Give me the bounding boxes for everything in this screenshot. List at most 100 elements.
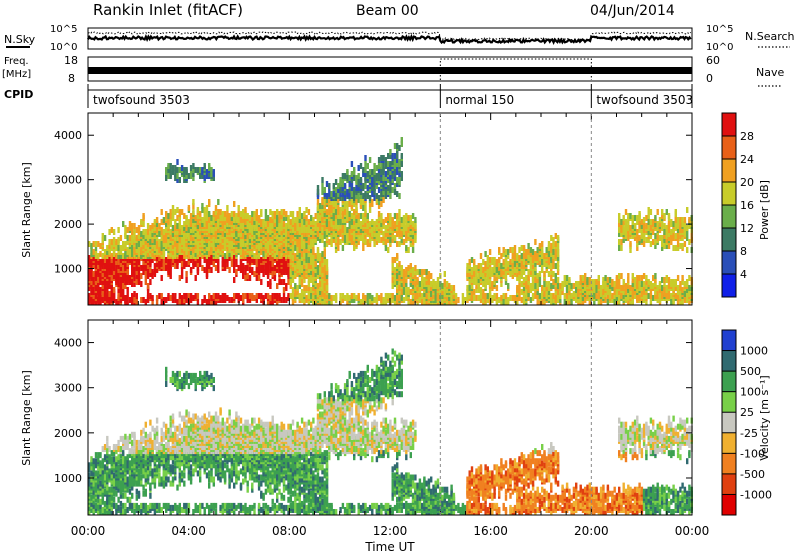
heatmap-cell bbox=[291, 277, 295, 283]
heatmap-cell bbox=[314, 221, 317, 227]
cpid-segment-label: twofsound 3503 bbox=[596, 93, 693, 107]
heatmap-cell bbox=[119, 261, 123, 267]
heatmap-cell bbox=[398, 179, 401, 185]
heatmap-cell bbox=[323, 233, 326, 239]
heatmap-cell bbox=[396, 161, 399, 167]
heatmap-cell bbox=[681, 299, 684, 305]
heatmap-cell bbox=[201, 217, 204, 223]
heatmap-cell bbox=[665, 291, 668, 297]
heatmap-cell bbox=[642, 221, 646, 227]
heatmap-cell bbox=[162, 229, 166, 235]
heatmap-cell bbox=[146, 229, 150, 235]
heatmap-cell bbox=[350, 197, 354, 203]
heatmap-cell bbox=[679, 233, 682, 239]
heatmap-cell bbox=[167, 293, 170, 299]
heatmap-cell bbox=[538, 281, 542, 287]
heatmap-cell bbox=[248, 293, 252, 299]
heatmap-cell bbox=[323, 249, 326, 255]
heatmap-cell bbox=[146, 283, 150, 289]
heatmap-cell bbox=[337, 187, 340, 193]
heatmap-cell bbox=[409, 219, 412, 225]
heatmap-cell bbox=[654, 233, 657, 239]
heatmap-cell bbox=[357, 185, 360, 191]
heatmap-cell bbox=[357, 235, 360, 241]
heatmap-cell bbox=[323, 191, 326, 197]
heatmap-cell bbox=[475, 283, 478, 289]
heatmap-cell bbox=[672, 279, 675, 285]
heatmap-cell bbox=[667, 289, 671, 295]
heatmap-cell bbox=[486, 297, 489, 303]
heatmap-cell bbox=[180, 165, 184, 171]
heatmap-cell bbox=[676, 233, 680, 239]
heatmap-cell bbox=[325, 293, 329, 299]
heatmap-cell bbox=[615, 295, 619, 301]
heatmap-cell bbox=[328, 209, 331, 215]
heatmap-cell bbox=[343, 237, 347, 243]
heatmap-cell bbox=[242, 263, 245, 269]
heatmap-cell bbox=[536, 273, 539, 279]
heatmap-cell bbox=[196, 265, 200, 271]
heatmap-cell bbox=[226, 205, 229, 211]
heatmap-cell bbox=[384, 217, 388, 223]
heatmap-cell bbox=[112, 273, 116, 279]
heatmap-cell bbox=[364, 155, 367, 161]
heatmap-cell bbox=[228, 213, 231, 219]
heatmap-cell bbox=[461, 299, 465, 305]
heatmap-cell bbox=[359, 199, 363, 205]
heatmap-cell bbox=[547, 289, 551, 295]
heatmap-cell bbox=[183, 263, 186, 269]
heatmap-cell bbox=[146, 293, 150, 299]
heatmap-cell bbox=[88, 293, 91, 299]
heatmap-cell bbox=[178, 245, 181, 251]
heatmap-cell bbox=[137, 225, 141, 231]
heatmap-cell bbox=[656, 285, 659, 291]
heatmap-cell bbox=[298, 267, 301, 273]
heatmap-cell bbox=[362, 213, 365, 219]
heatmap-cell bbox=[346, 293, 349, 299]
heatmap-cell bbox=[681, 287, 684, 293]
freq-label: Freq. bbox=[4, 56, 29, 67]
heatmap-cell bbox=[402, 269, 406, 275]
heatmap-cell bbox=[155, 239, 159, 245]
heatmap-cell bbox=[393, 295, 397, 301]
heatmap-cell bbox=[214, 293, 218, 299]
heatmap-cell bbox=[343, 195, 347, 201]
heatmap-cell bbox=[371, 191, 374, 197]
heatmap-cell bbox=[518, 247, 521, 253]
heatmap-cell bbox=[94, 273, 98, 279]
heatmap-cell bbox=[624, 295, 628, 301]
heatmap-cell bbox=[645, 223, 648, 229]
heatmap-cell bbox=[140, 265, 143, 271]
heatmap-cell bbox=[167, 263, 170, 269]
heatmap-cell bbox=[661, 277, 664, 283]
heatmap-cell bbox=[88, 271, 91, 277]
heatmap-cell bbox=[208, 171, 211, 177]
heatmap-cell bbox=[144, 273, 147, 279]
heatmap-cell bbox=[652, 219, 655, 225]
heatmap-cell bbox=[151, 269, 154, 275]
heatmap-cell bbox=[348, 187, 351, 193]
heatmap-cell bbox=[194, 275, 197, 281]
heatmap-cell bbox=[366, 223, 369, 229]
heatmap-cell bbox=[642, 297, 646, 303]
heatmap-cell bbox=[538, 271, 542, 277]
heatmap-cell bbox=[153, 245, 157, 251]
heatmap-cell bbox=[536, 277, 539, 283]
heatmap-cell bbox=[593, 299, 596, 305]
heatmap-cell bbox=[359, 163, 363, 169]
heatmap-cell bbox=[149, 271, 152, 277]
heatmap-cell bbox=[128, 235, 132, 241]
nsky-trace bbox=[87, 34, 692, 45]
heatmap-cell bbox=[205, 299, 209, 305]
heatmap-cell bbox=[665, 285, 668, 291]
heatmap-cell bbox=[366, 163, 369, 169]
heatmap-cell bbox=[205, 249, 209, 255]
heatmap-cell bbox=[117, 237, 120, 243]
heatmap-cell bbox=[423, 281, 426, 287]
heatmap-cell bbox=[393, 221, 397, 227]
heatmap-cell bbox=[368, 237, 372, 243]
heatmap-cell bbox=[119, 235, 123, 241]
heatmap-cell bbox=[305, 295, 308, 301]
heatmap-cell bbox=[522, 245, 526, 251]
heatmap-cell bbox=[99, 265, 102, 271]
